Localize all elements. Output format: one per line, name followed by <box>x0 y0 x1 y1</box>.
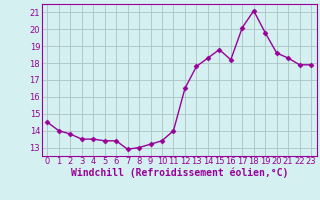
X-axis label: Windchill (Refroidissement éolien,°C): Windchill (Refroidissement éolien,°C) <box>70 168 288 178</box>
